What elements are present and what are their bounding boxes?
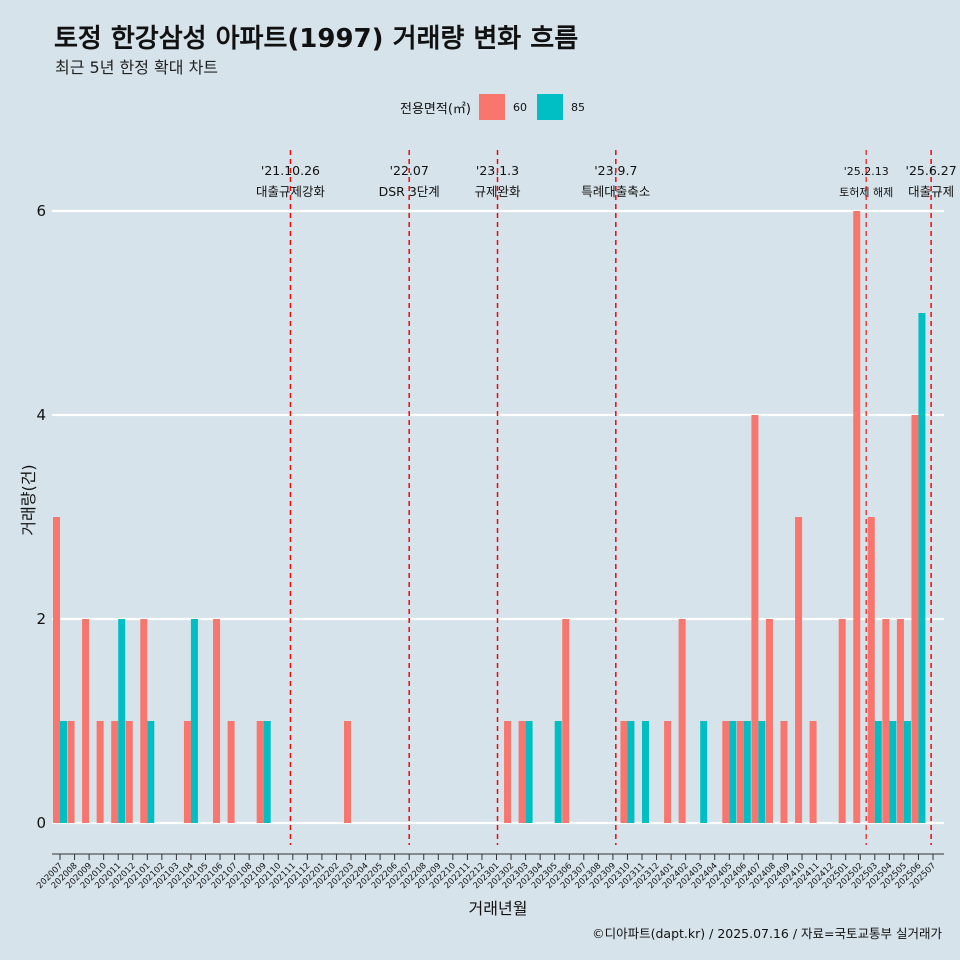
bar-85-202310 xyxy=(627,721,635,823)
bar-60-202401 xyxy=(664,721,672,823)
bar-60-202506 xyxy=(911,415,919,823)
bar-85-202407 xyxy=(758,721,766,823)
event-label: 토허제 해제 xyxy=(839,185,893,199)
event-label: 특례대출축소 xyxy=(581,184,650,199)
chart-title: 토정 한강삼성 아파트(1997) 거래량 변화 흐름 xyxy=(54,24,579,54)
bar-60-202501 xyxy=(838,619,846,823)
bar-85-202104 xyxy=(190,619,198,823)
legend-label-85: 85 xyxy=(570,100,585,114)
y-tick-label: 0 xyxy=(36,814,46,832)
bar-85-202506 xyxy=(918,313,926,823)
caption: ©디아파트(dapt.kr) / 2025.07.16 / 자료=국토교통부 실… xyxy=(592,926,942,941)
bar-60-202106 xyxy=(213,619,221,823)
bar-60-202310 xyxy=(620,721,628,823)
legend-swatch-85 xyxy=(536,94,563,120)
bar-60-202505 xyxy=(896,619,904,823)
bar-60-202502 xyxy=(853,211,861,823)
bar-85-202011 xyxy=(118,619,126,823)
bar-60-202010 xyxy=(96,721,104,823)
event-date: '25.6.27 xyxy=(906,163,957,178)
bar-60-202008 xyxy=(67,721,75,823)
bar-85-202403 xyxy=(700,721,708,823)
bar-85-202305 xyxy=(554,721,562,823)
chart-subtitle: 최근 5년 한정 확대 차트 xyxy=(55,58,219,77)
bar-60-202303 xyxy=(518,721,526,823)
event-date: '25.2.13 xyxy=(844,165,889,178)
bar-60-202011 xyxy=(111,721,119,823)
event-label: DSR 3단계 xyxy=(379,184,440,199)
legend-item-85: 85 xyxy=(536,94,585,120)
legend-title: 전용면적(㎡) xyxy=(400,101,471,117)
bar-60-202407 xyxy=(751,415,759,823)
legend-swatch-60 xyxy=(478,94,505,120)
bar-60-202104 xyxy=(183,721,191,823)
bar-60-202410 xyxy=(795,517,803,823)
bar-60-202306 xyxy=(562,619,570,823)
bar-60-202504 xyxy=(882,619,890,823)
bar-60-202012 xyxy=(125,721,133,823)
event-date: '21.10.26 xyxy=(261,163,320,178)
bar-85-202101 xyxy=(147,721,155,823)
legend-item-60: 60 xyxy=(478,94,527,120)
y-tick-label: 2 xyxy=(36,610,46,628)
bar-60-202009 xyxy=(82,619,90,823)
bar-85-202405 xyxy=(729,721,737,823)
bar-60-202203 xyxy=(344,721,351,823)
bar-60-202409 xyxy=(780,721,788,823)
bar-85-202311 xyxy=(642,721,649,823)
event-date: '22.07 xyxy=(390,163,429,178)
bar-85-202505 xyxy=(903,721,911,823)
bar-60-202302 xyxy=(504,721,512,823)
bar-60-202007 xyxy=(53,517,60,823)
x-axis-title: 거래년월 xyxy=(469,899,528,918)
bar-60-202101 xyxy=(140,619,148,823)
y-tick-label: 4 xyxy=(36,406,46,424)
bar-60-202402 xyxy=(678,619,686,823)
bar-85-202109 xyxy=(263,721,271,823)
event-date: '23.1.3 xyxy=(476,163,519,178)
event-label: 규제완화 xyxy=(475,184,522,199)
event-label: 대출규제강화 xyxy=(256,184,326,199)
bar-85-202504 xyxy=(889,721,897,823)
bar-85-202007 xyxy=(60,721,67,823)
bar-85-202503 xyxy=(874,721,882,823)
bar-60-202109 xyxy=(256,721,264,823)
bar-60-202107 xyxy=(227,721,235,823)
bar-85-202406 xyxy=(743,721,751,823)
bar-60-202406 xyxy=(736,721,744,823)
legend-label-60: 60 xyxy=(512,100,527,114)
y-tick-label: 6 xyxy=(36,202,46,220)
bar-60-202408 xyxy=(765,619,773,823)
y-axis-title: 거래량(건) xyxy=(19,464,38,535)
legend: 전용면적(㎡) 60 85 xyxy=(400,92,595,122)
bar-60-202503 xyxy=(867,517,875,823)
event-date: '23.9.7 xyxy=(594,163,637,178)
bar-60-202405 xyxy=(722,721,730,823)
event-label: 대출규제 xyxy=(908,184,954,199)
bar-85-202303 xyxy=(525,721,533,823)
bar-60-202411 xyxy=(809,721,817,823)
